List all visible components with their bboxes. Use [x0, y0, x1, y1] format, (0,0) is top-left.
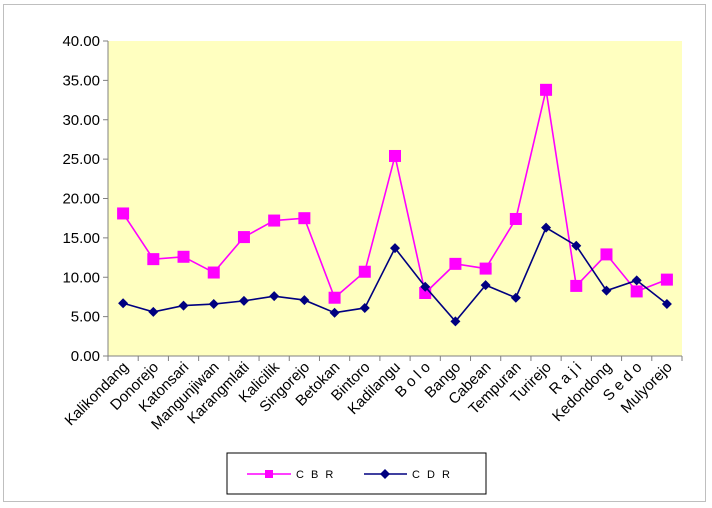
- data-point: [541, 222, 552, 233]
- legend-label-cbr: C B R: [296, 469, 335, 481]
- data-point: [118, 298, 129, 309]
- data-point: [420, 281, 431, 292]
- series-0: [117, 83, 673, 304]
- y-tick-label: 20.00: [62, 191, 100, 208]
- y-tick-label: 15.00: [62, 230, 100, 247]
- y-tick-label: 35.00: [62, 72, 100, 89]
- y-tick-label: 0.00: [71, 348, 100, 365]
- data-point: [359, 302, 370, 313]
- legend-marker-cdr: [380, 469, 390, 479]
- data-point: [601, 285, 612, 296]
- data-point: [117, 207, 130, 220]
- data-point: [148, 306, 159, 317]
- data-point: [177, 250, 190, 263]
- data-point: [389, 149, 401, 162]
- data-point: [509, 212, 522, 225]
- y-axis-ticks: 0.00 5.00 10.00 15.00 20.00 25.00 30.00 35.00 40…: [62, 33, 108, 365]
- x-axis-ticks: KalikondangDonorejoKatonsariMangunjiwanK…: [62, 356, 683, 433]
- data-point: [449, 257, 462, 270]
- data-point: [178, 300, 189, 311]
- data-point: [571, 240, 582, 251]
- data-point: [631, 275, 642, 286]
- legend: C B R C D R: [226, 452, 487, 495]
- data-point: [480, 280, 491, 291]
- y-tick-label: 5.00: [71, 309, 100, 326]
- data-point: [390, 243, 400, 254]
- data-point: [450, 316, 461, 327]
- data-point: [600, 248, 613, 261]
- data-point: [479, 262, 492, 275]
- plot-area: [108, 41, 682, 356]
- y-tick-label: 25.00: [62, 151, 100, 168]
- y-tick-label: 40.00: [62, 33, 100, 50]
- data-point: [570, 279, 583, 292]
- data-point: [540, 83, 553, 96]
- data-point: [661, 299, 672, 310]
- y-tick-label: 10.00: [62, 269, 100, 286]
- y-tick-label: 30.00: [62, 112, 100, 129]
- data-point: [208, 299, 219, 310]
- data-point: [207, 266, 220, 279]
- data-point: [237, 231, 250, 244]
- legend-label-cdr: C D R: [412, 469, 452, 481]
- data-point: [660, 273, 673, 286]
- data-point: [329, 307, 340, 318]
- data-point: [630, 285, 643, 298]
- data-point: [299, 295, 310, 306]
- data-point: [238, 295, 249, 306]
- legend-marker-cbr: [265, 470, 273, 478]
- data-point: [358, 265, 371, 278]
- series-1: [118, 222, 672, 327]
- data-point: [147, 253, 160, 266]
- series-layer: [117, 83, 673, 327]
- data-point: [298, 212, 311, 225]
- data-point: [269, 291, 280, 302]
- data-point: [268, 214, 281, 227]
- data-point: [328, 291, 341, 304]
- data-point: [510, 292, 521, 303]
